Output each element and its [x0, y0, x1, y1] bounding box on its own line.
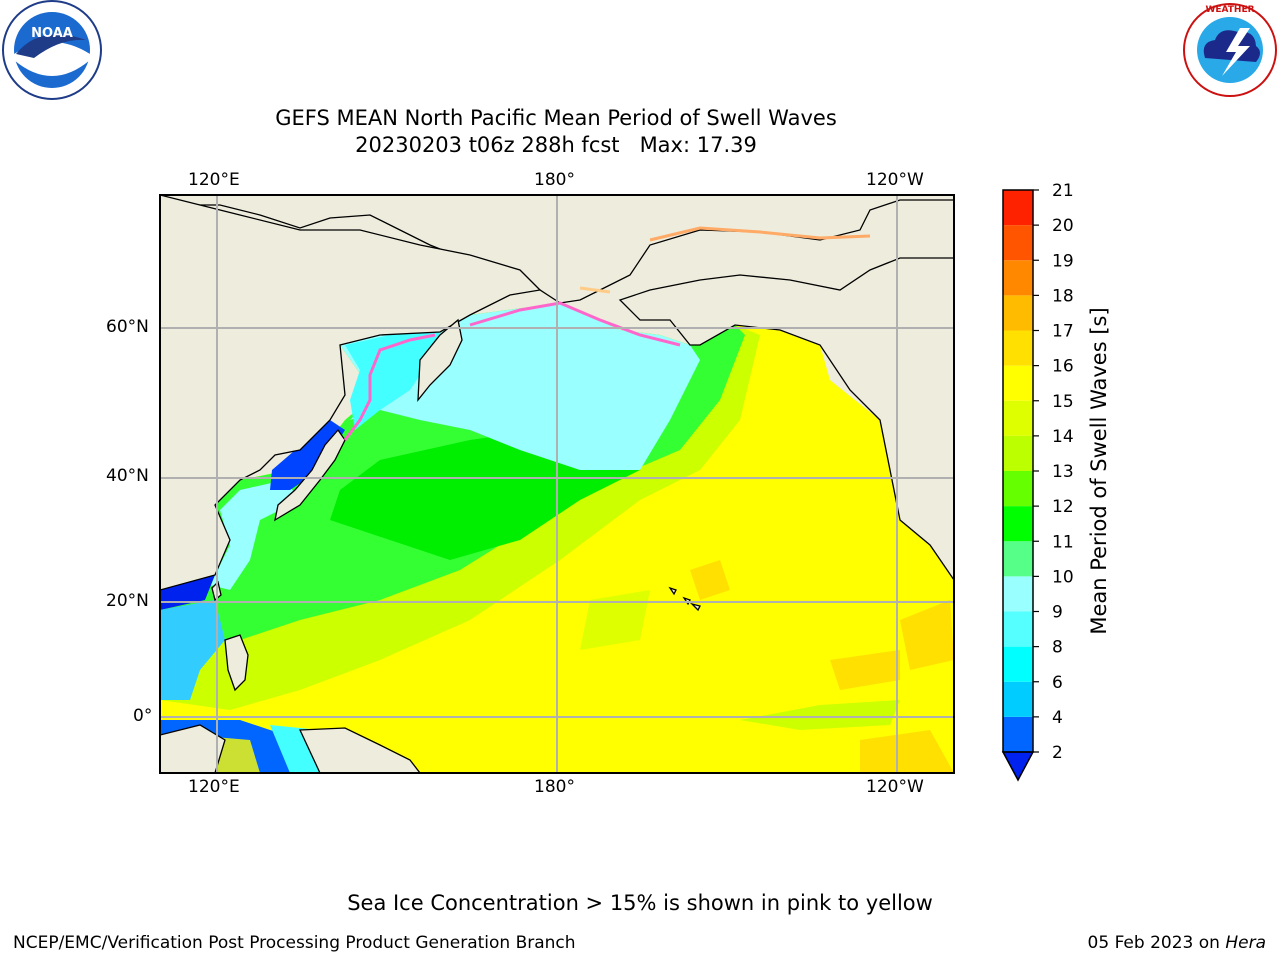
colorbar-segment [1003, 260, 1033, 296]
footer-host: Hera [1225, 933, 1266, 953]
lon-label-top-120e: 120°E [188, 170, 240, 190]
lon-label-bottom-180: 180° [534, 777, 575, 797]
svg-text:NOAA: NOAA [31, 26, 73, 41]
colorbar-segment [1003, 576, 1033, 612]
colorbar-tick-label: 20 [1052, 216, 1074, 236]
colorbar-segment [1003, 190, 1033, 226]
colorbar-tick-label: 11 [1052, 532, 1074, 552]
colorbar-tick-label: 13 [1052, 462, 1074, 482]
footer-credit: NCEP/EMC/Verification Post Processing Pr… [13, 933, 576, 953]
colorbar-segment [1003, 506, 1033, 542]
lon-label-bottom-120w: 120°W [866, 777, 924, 797]
colorbar-tick-label: 9 [1052, 603, 1063, 623]
colorbar-tick-label: 10 [1052, 567, 1074, 587]
footer-date-text: 05 Feb 2023 on [1087, 933, 1226, 953]
colorbar-tick-label: 6 [1052, 673, 1063, 693]
colorbar-tick-label: 15 [1052, 392, 1074, 412]
nws-logo: WEATHER [1183, 3, 1277, 97]
footer-date: 05 Feb 2023 on Hera [1088, 933, 1266, 953]
noaa-logo: NOAA [2, 0, 102, 100]
map-panel [160, 195, 954, 773]
colorbar-tick-label: 16 [1052, 357, 1074, 377]
colorbar-extend-arrow [1001, 751, 1035, 782]
graticule [160, 195, 954, 773]
map-title: GEFS MEAN North Pacific Mean Period of S… [275, 106, 837, 130]
colorbar-tick-label: 17 [1052, 322, 1074, 342]
colorbar-tick-label: 21 [1052, 181, 1074, 201]
lat-label-20n: 20°N [106, 591, 149, 611]
colorbar-segment [1003, 400, 1033, 436]
colorbar: 2 4 6 8 9 10 11 12 13 14 15 16 17 18 19 20 21 Mean Period… [1001, 181, 1111, 782]
map-frame [159, 194, 955, 774]
colorbar-segment [1003, 716, 1033, 752]
colorbar-tick-label: 2 [1052, 743, 1063, 763]
colorbar-segment [1003, 225, 1033, 261]
colorbar-segment [1003, 681, 1033, 717]
colorbar-segment [1003, 541, 1033, 577]
colorbar-tick-label: 19 [1052, 251, 1074, 271]
colorbar-tick-label: 8 [1052, 638, 1063, 658]
lon-label-top-180: 180° [534, 170, 575, 190]
colorbar-label: Mean Period of Swell Waves [s] [1087, 307, 1111, 634]
colorbar-segment [1003, 330, 1033, 366]
colorbar-segment [1003, 611, 1033, 647]
colorbar-segment [1003, 646, 1033, 682]
lon-label-top-120w: 120°W [866, 170, 924, 190]
lat-label-40n: 40°N [106, 466, 149, 486]
lon-label-bottom-120e: 120°E [188, 777, 240, 797]
lat-label-0: 0° [133, 706, 153, 726]
colorbar-segment [1003, 471, 1033, 507]
colorbar-segment [1003, 435, 1033, 471]
sea-ice-note: Sea Ice Concentration > 15% is shown in … [347, 891, 933, 915]
sea-ice-fringe [343, 226, 871, 441]
colorbar-segment [1003, 365, 1033, 401]
svg-text:WEATHER: WEATHER [1205, 5, 1254, 15]
colorbar-tick-label: 18 [1052, 286, 1074, 306]
lat-label-60n: 60°N [106, 317, 149, 337]
colorbar-tick-label: 12 [1052, 497, 1074, 517]
colorbar-tick-label: 4 [1052, 708, 1063, 728]
map-subtitle: 20230203 t06z 288h fcst Max: 17.39 [355, 133, 757, 157]
colorbar-tick-label: 14 [1052, 427, 1074, 447]
colorbar-segment [1003, 295, 1033, 331]
